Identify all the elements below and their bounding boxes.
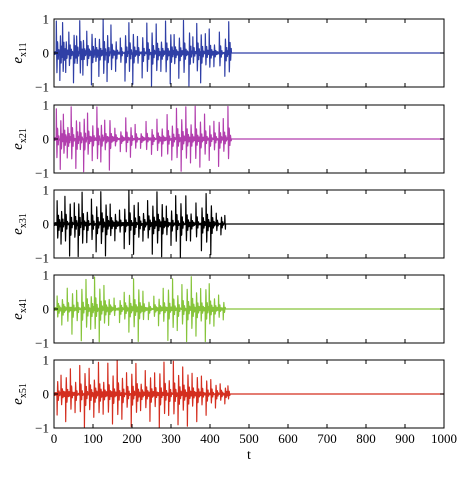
x-tick-label: 800 bbox=[356, 431, 376, 446]
y-axis-label-sub: x41 bbox=[18, 298, 29, 313]
y-tick-label: −1 bbox=[35, 251, 49, 266]
y-tick-label: 0 bbox=[43, 217, 50, 232]
y-tick-label: 1 bbox=[43, 98, 50, 113]
series-line bbox=[53, 276, 445, 343]
y-tick-label: −1 bbox=[35, 166, 49, 181]
y-axis-label-sub: x51 bbox=[18, 383, 29, 398]
x-tick-label: 0 bbox=[51, 431, 58, 446]
x-tick-label: 200 bbox=[122, 431, 142, 446]
panel-2: 1 0 −1 ex21 bbox=[10, 98, 445, 181]
y-axis-label-main: e bbox=[10, 143, 26, 150]
panel-4: 1 0 −1 ex41 bbox=[10, 268, 445, 351]
x-tick-labels: 0 100 200 300 400 500 600 700 800 900 10… bbox=[51, 431, 457, 446]
panel-1: 1 0 −1 ex11 bbox=[10, 12, 445, 95]
y-axis-label-main: e bbox=[10, 228, 26, 235]
y-tick-label: 0 bbox=[43, 132, 50, 147]
x-tick-label: 700 bbox=[317, 431, 337, 446]
y-tick-label: −1 bbox=[35, 336, 49, 351]
y-axis-label-main: e bbox=[10, 398, 26, 405]
y-axis-label-main: e bbox=[10, 57, 26, 64]
y-tick-label: 0 bbox=[43, 302, 50, 317]
series-line bbox=[53, 105, 445, 173]
x-tick-label: 400 bbox=[200, 431, 220, 446]
y-tick-label: 1 bbox=[43, 268, 50, 283]
x-tick-label: 100 bbox=[83, 431, 103, 446]
x-tick-label: 500 bbox=[239, 431, 259, 446]
series-line bbox=[53, 19, 445, 87]
x-tick-label: 300 bbox=[161, 431, 181, 446]
y-axis-label: ex41 bbox=[10, 298, 29, 320]
y-axis-label-sub: x11 bbox=[18, 42, 29, 57]
panel-3: 1 0 −1 ex31 bbox=[10, 183, 445, 266]
y-tick-label: −1 bbox=[35, 80, 49, 95]
y-axis-label: ex51 bbox=[10, 383, 29, 405]
x-tick-label: 1000 bbox=[431, 431, 457, 446]
y-tick-label: 0 bbox=[43, 46, 50, 61]
series-line bbox=[53, 359, 445, 428]
y-tick-label: −1 bbox=[35, 421, 49, 436]
y-axis-label-sub: x31 bbox=[18, 213, 29, 228]
y-axis-label: ex31 bbox=[10, 213, 29, 235]
y-tick-label: 1 bbox=[43, 12, 50, 27]
x-tick-label: 900 bbox=[395, 431, 415, 446]
y-axis-label-sub: x21 bbox=[18, 128, 29, 143]
series-line bbox=[53, 189, 445, 258]
y-tick-label: 1 bbox=[43, 353, 50, 368]
x-axis-label: t bbox=[247, 448, 251, 463]
panel-5: 1 0 −1 ex51 bbox=[10, 353, 445, 436]
y-axis-label: ex11 bbox=[10, 42, 29, 63]
y-tick-label: 0 bbox=[43, 387, 50, 402]
y-tick-label: 1 bbox=[43, 183, 50, 198]
y-axis-label: ex21 bbox=[10, 128, 29, 150]
x-tick-label: 600 bbox=[278, 431, 298, 446]
y-axis-label-main: e bbox=[10, 313, 26, 320]
